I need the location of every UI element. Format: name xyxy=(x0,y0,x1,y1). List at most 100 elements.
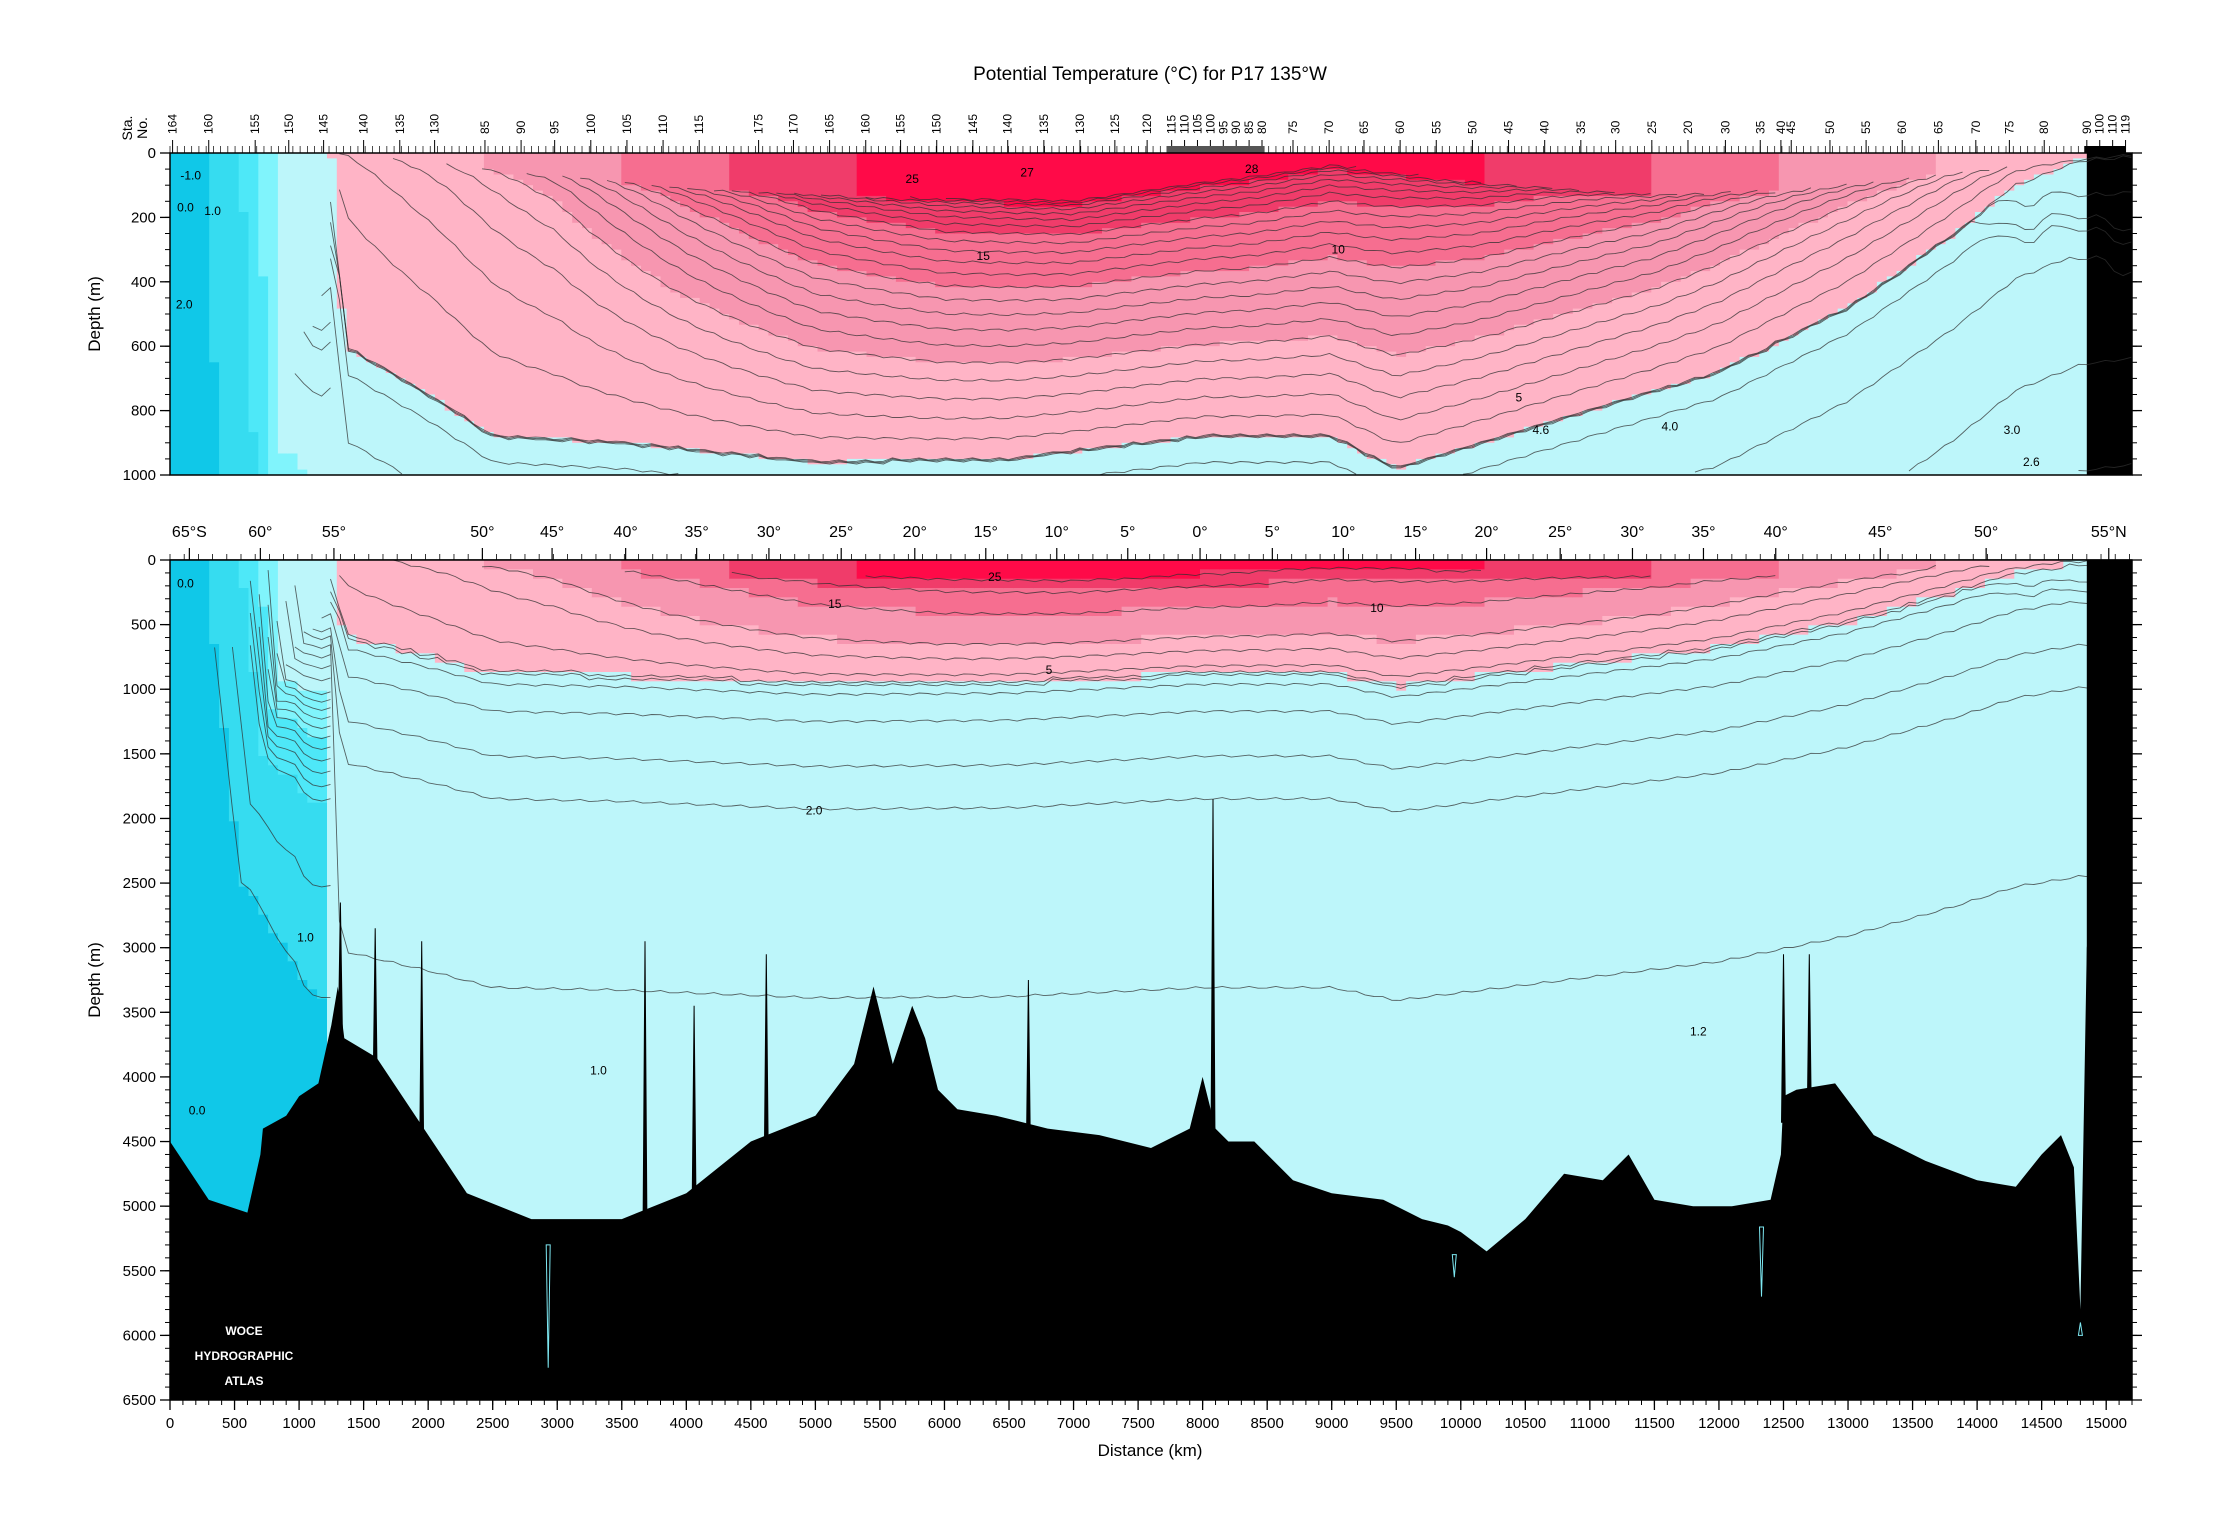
x-tick-label: 6000 xyxy=(928,1415,961,1432)
station-label: 140 xyxy=(1001,114,1015,134)
upper-contour-label: 5 xyxy=(1516,391,1523,405)
station-label: 120 xyxy=(1140,114,1154,134)
latitude-label: 55°N xyxy=(2091,524,2127,541)
station-label: 90 xyxy=(2080,120,2094,134)
x-tick-label: 1000 xyxy=(282,1415,315,1432)
station-label: 50 xyxy=(1823,120,1837,134)
station-label: 130 xyxy=(1073,114,1087,134)
station-label: 130 xyxy=(428,114,442,134)
latitude-label: 15° xyxy=(1404,524,1428,541)
lower-y-tick-label: 5000 xyxy=(123,1198,156,1215)
seamount-spike xyxy=(1025,979,1031,1151)
lower-y-tick-label: 0 xyxy=(148,552,156,569)
lower-y-tick-label: 1000 xyxy=(123,681,156,698)
x-tick-label: 2500 xyxy=(476,1415,509,1432)
station-label: 60 xyxy=(1895,120,1909,134)
station-label: 70 xyxy=(1322,120,1336,134)
upper-y-tick-label: 400 xyxy=(131,274,156,291)
chart-title: Potential Temperature (°C) for P17 135°W xyxy=(973,64,1327,85)
x-tick-label: 9000 xyxy=(1315,1415,1348,1432)
lower-contour-label: 0.0 xyxy=(177,576,194,590)
station-label: 100 xyxy=(2093,114,2107,134)
x-tick-label: 14500 xyxy=(2021,1415,2063,1432)
latitude-label: 65°S xyxy=(172,524,207,541)
upper-contour-label: -1.0 xyxy=(180,169,201,183)
station-label: 105 xyxy=(1191,114,1205,134)
lower-y-axis-label: Depth (m) xyxy=(85,942,104,1018)
x-tick-label: 5500 xyxy=(863,1415,896,1432)
lower-contour-labels: 0.0 25 15 10 5 2.0 1.0 1.0 1.2 0.0 xyxy=(177,570,1707,1118)
upper-contour-label: 28 xyxy=(1245,162,1259,176)
upper-y-tick-label: 200 xyxy=(131,209,156,226)
lower-contour-label: 1.2 xyxy=(1690,1025,1707,1039)
lower-y-tick-label: 2500 xyxy=(123,875,156,892)
lower-contour-label: 15 xyxy=(828,597,842,611)
x-tick-label: 1500 xyxy=(347,1415,380,1432)
station-label: 115 xyxy=(1165,115,1179,134)
x-tick-label: 11500 xyxy=(1634,1415,1675,1432)
station-label: 150 xyxy=(930,114,944,134)
station-label: 35 xyxy=(1753,120,1767,134)
x-tick-label: 15000 xyxy=(2085,1415,2127,1432)
station-label: 90 xyxy=(514,120,528,134)
upper-contour-label: 2.0 xyxy=(176,297,193,311)
station-label: 45 xyxy=(1502,120,1516,134)
lower-contour-label: 2.0 xyxy=(806,804,823,818)
upper-contour-label: 10 xyxy=(1332,243,1346,257)
upper-y-tick-label: 600 xyxy=(131,338,156,355)
station-label: 145 xyxy=(317,114,331,134)
station-label: 170 xyxy=(787,114,801,134)
latitude-label: 5° xyxy=(1120,524,1135,541)
latitude-label: 15° xyxy=(974,524,998,541)
lower-y-tick-label: 3500 xyxy=(123,1004,156,1021)
x-tick-label: 7000 xyxy=(1057,1415,1090,1432)
upper-contour-label: 1.0 xyxy=(204,204,221,218)
north-slope-wall xyxy=(2086,560,2132,1400)
x-tick-label: 2000 xyxy=(411,1415,444,1432)
x-tick-label: 12500 xyxy=(1763,1415,1805,1432)
latitude-label: 50° xyxy=(1974,524,1998,541)
latitude-label: 60° xyxy=(248,524,272,541)
station-label: 135 xyxy=(393,114,407,134)
latitude-label: 25° xyxy=(1548,524,1572,541)
seamount-spike xyxy=(642,941,648,1237)
upper-contour-label: 2.6 xyxy=(2023,455,2040,469)
x-tick-label: 3500 xyxy=(605,1415,638,1432)
x-axis: 0 500 1000 1500 2000 2500 3000 3500 4000 4500 5000… xyxy=(166,1400,2133,1432)
latitude-label: 25° xyxy=(829,524,853,541)
upper-north-wall xyxy=(2086,153,2132,475)
upper-contour-label: 4.0 xyxy=(1662,420,1679,434)
bathymetry-profile xyxy=(170,560,2132,1400)
latitude-label: 5° xyxy=(1265,524,1280,541)
lower-y-tick-label: 4500 xyxy=(123,1134,156,1151)
watermark-line-3: ATLAS xyxy=(224,1374,263,1388)
station-label: 160 xyxy=(859,114,873,134)
watermark-line-1: WOCE xyxy=(225,1324,262,1338)
station-label: 135 xyxy=(1037,114,1051,134)
station-label: 125 xyxy=(1108,114,1122,134)
x-tick-label: 11000 xyxy=(1570,1415,1611,1432)
lower-y-tick-label: 6000 xyxy=(123,1327,156,1344)
lower-y-tick-label: 5500 xyxy=(123,1263,156,1280)
seamount-spike xyxy=(1758,1226,1765,1297)
latitude-label: 35° xyxy=(1691,524,1715,541)
station-label: 155 xyxy=(248,114,262,134)
x-tick-label: 14000 xyxy=(1956,1415,1998,1432)
station-label: 20 xyxy=(1681,120,1695,134)
station-label: 25 xyxy=(1645,120,1659,134)
latitude-labels: 65°S 60° 55° 50° 45° 40° 35° 30° 25° 20° 15° 10° 5° 0… xyxy=(169,524,2132,561)
station-label: 110 xyxy=(1178,115,1192,134)
station-label: 115 xyxy=(692,115,706,134)
x-tick-label: 4000 xyxy=(670,1415,703,1432)
seamount-spike xyxy=(419,941,425,1152)
latitude-label: 40° xyxy=(614,524,638,541)
lower-contour-label: 1.0 xyxy=(297,930,314,944)
upper-y-axis-label: Depth (m) xyxy=(85,276,104,352)
seamount-spike xyxy=(2077,1322,2083,1336)
latitude-label: 55° xyxy=(322,524,346,541)
station-labels: 164 160 155 150 145 140 135 130 85 90 95 100 105 110 1… xyxy=(166,114,2133,153)
seamount-spike xyxy=(763,954,769,1162)
x-tick-label: 8000 xyxy=(1186,1415,1219,1432)
upper-temperature-field xyxy=(170,153,2132,475)
